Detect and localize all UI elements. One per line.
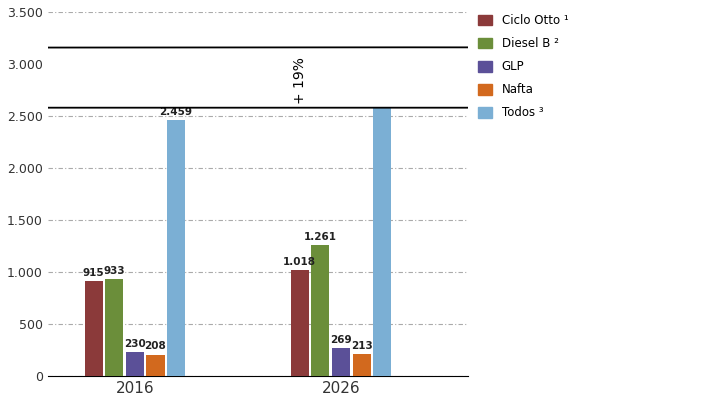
Text: 208: 208 xyxy=(145,341,167,351)
Text: 2.459: 2.459 xyxy=(160,107,193,117)
Bar xyxy=(146,355,165,376)
Text: 213: 213 xyxy=(351,341,373,351)
Text: 915: 915 xyxy=(83,268,105,278)
Legend: Ciclo Otto ¹, Diesel B ², GLP, Nafta, Todos ³: Ciclo Otto ¹, Diesel B ², GLP, Nafta, To… xyxy=(478,14,568,119)
Bar xyxy=(105,279,123,376)
Text: 1.261: 1.261 xyxy=(304,232,337,242)
Text: 230: 230 xyxy=(124,339,146,349)
Polygon shape xyxy=(0,47,703,108)
Bar xyxy=(311,245,330,376)
Bar xyxy=(167,120,185,376)
Bar xyxy=(84,281,103,376)
Text: 269: 269 xyxy=(330,335,352,345)
Text: 2.926: 2.926 xyxy=(366,58,399,69)
Text: 1.018: 1.018 xyxy=(283,257,316,267)
Bar xyxy=(126,352,144,376)
Bar xyxy=(332,348,350,376)
Text: 933: 933 xyxy=(103,266,125,276)
Text: + 19%: + 19% xyxy=(292,57,307,104)
Bar xyxy=(352,354,370,376)
Bar xyxy=(373,72,392,376)
Bar xyxy=(290,270,309,376)
